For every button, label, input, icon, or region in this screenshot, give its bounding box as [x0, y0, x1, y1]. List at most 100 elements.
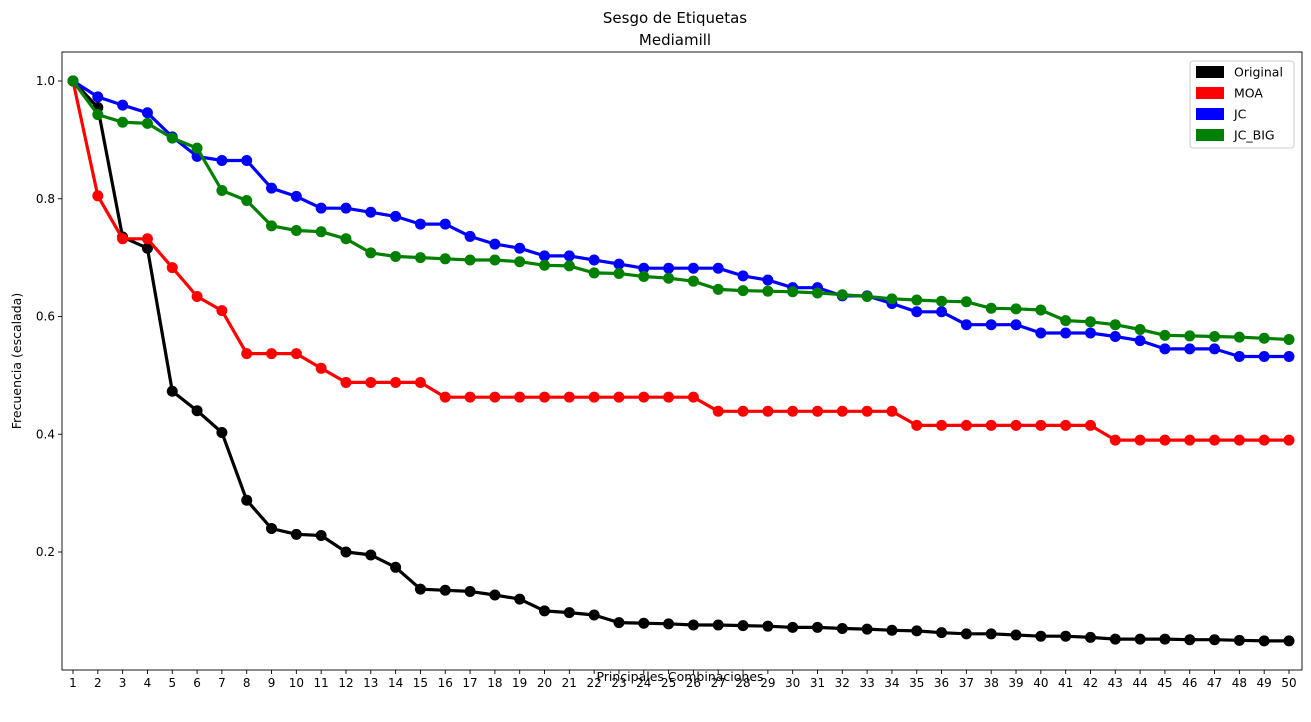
- data-point: [266, 182, 278, 194]
- x-tick-label: 15: [413, 676, 428, 690]
- data-point: [960, 628, 972, 640]
- legend-entry: JC: [1233, 107, 1247, 122]
- data-point: [1010, 303, 1022, 315]
- data-point: [737, 285, 749, 297]
- data-point: [737, 620, 749, 632]
- chart-title: Sesgo de Etiquetas: [603, 9, 747, 27]
- x-tick-label: 49: [1257, 676, 1272, 690]
- data-point: [762, 274, 774, 286]
- data-point: [414, 218, 426, 230]
- data-point: [266, 348, 278, 360]
- x-tick-label: 50: [1281, 676, 1296, 690]
- data-point: [1060, 327, 1072, 339]
- data-point: [266, 220, 278, 232]
- data-point: [315, 202, 327, 214]
- data-point: [1010, 419, 1022, 431]
- x-tick-label: 48: [1232, 676, 1247, 690]
- data-point: [1209, 331, 1221, 343]
- x-tick-label: 34: [884, 676, 899, 690]
- x-tick-label: 36: [934, 676, 949, 690]
- data-point: [191, 290, 203, 302]
- data-point: [1184, 434, 1196, 446]
- x-tick-label: 18: [487, 676, 502, 690]
- x-tick-label: 41: [1058, 676, 1073, 690]
- y-tick-label: 0.8: [36, 192, 55, 206]
- data-point: [241, 154, 253, 166]
- data-point: [365, 549, 377, 561]
- data-point: [1134, 323, 1146, 335]
- data-point: [241, 195, 253, 207]
- data-point: [911, 306, 923, 318]
- data-point: [489, 238, 501, 250]
- data-point: [861, 405, 873, 417]
- data-point: [414, 376, 426, 388]
- data-point: [1134, 633, 1146, 645]
- data-point: [266, 522, 278, 534]
- x-tick-label: 22: [587, 676, 602, 690]
- x-tick-label: 26: [686, 676, 701, 690]
- x-tick-label: 11: [314, 676, 329, 690]
- x-tick-label: 17: [462, 676, 477, 690]
- legend-swatch: [1196, 129, 1224, 141]
- data-point: [1060, 419, 1072, 431]
- data-point: [141, 117, 153, 129]
- data-point: [1035, 327, 1047, 339]
- series-moa: [67, 75, 1295, 446]
- data-point: [1283, 635, 1295, 647]
- series-jc: [67, 75, 1295, 363]
- data-point: [1084, 327, 1096, 339]
- legend-entry: MOA: [1234, 86, 1263, 101]
- data-point: [241, 494, 253, 506]
- data-point: [1184, 343, 1196, 355]
- data-point: [985, 419, 997, 431]
- data-point: [588, 254, 600, 266]
- data-point: [1159, 329, 1171, 341]
- data-point: [489, 589, 501, 601]
- data-point: [936, 419, 948, 431]
- data-point: [1035, 304, 1047, 316]
- data-point: [1159, 633, 1171, 645]
- data-point: [514, 242, 526, 254]
- data-point: [787, 286, 799, 298]
- x-tick-label: 25: [661, 676, 676, 690]
- data-point: [464, 230, 476, 242]
- x-tick-label: 13: [363, 676, 378, 690]
- data-point: [563, 250, 575, 262]
- data-point: [787, 405, 799, 417]
- x-tick-label: 30: [785, 676, 800, 690]
- data-point: [439, 391, 451, 403]
- data-point: [290, 190, 302, 202]
- data-point: [92, 190, 104, 202]
- data-point: [141, 233, 153, 245]
- data-point: [1109, 633, 1121, 645]
- x-tick-label: 33: [859, 676, 874, 690]
- data-point: [1233, 634, 1245, 646]
- legend-box: [1189, 60, 1295, 149]
- data-point: [1184, 634, 1196, 646]
- data-point: [489, 254, 501, 266]
- data-point: [1060, 630, 1072, 642]
- data-point: [712, 619, 724, 631]
- data-point: [117, 99, 129, 111]
- data-point: [1283, 333, 1295, 345]
- data-point: [1109, 331, 1121, 343]
- data-point: [539, 250, 551, 262]
- data-point: [539, 259, 551, 271]
- data-point: [514, 391, 526, 403]
- data-point: [1084, 316, 1096, 328]
- data-point: [1035, 630, 1047, 642]
- x-tick-label: 6: [193, 676, 201, 690]
- data-point: [166, 132, 178, 144]
- data-point: [539, 391, 551, 403]
- x-tick-label: 42: [1083, 676, 1098, 690]
- data-point: [290, 225, 302, 237]
- data-point: [1109, 434, 1121, 446]
- data-point: [539, 605, 551, 617]
- data-point: [390, 250, 402, 262]
- x-tick-label: 29: [760, 676, 775, 690]
- x-tick-label: 39: [1008, 676, 1023, 690]
- data-point: [92, 109, 104, 121]
- data-point: [712, 283, 724, 295]
- data-point: [787, 621, 799, 633]
- data-point: [216, 185, 228, 197]
